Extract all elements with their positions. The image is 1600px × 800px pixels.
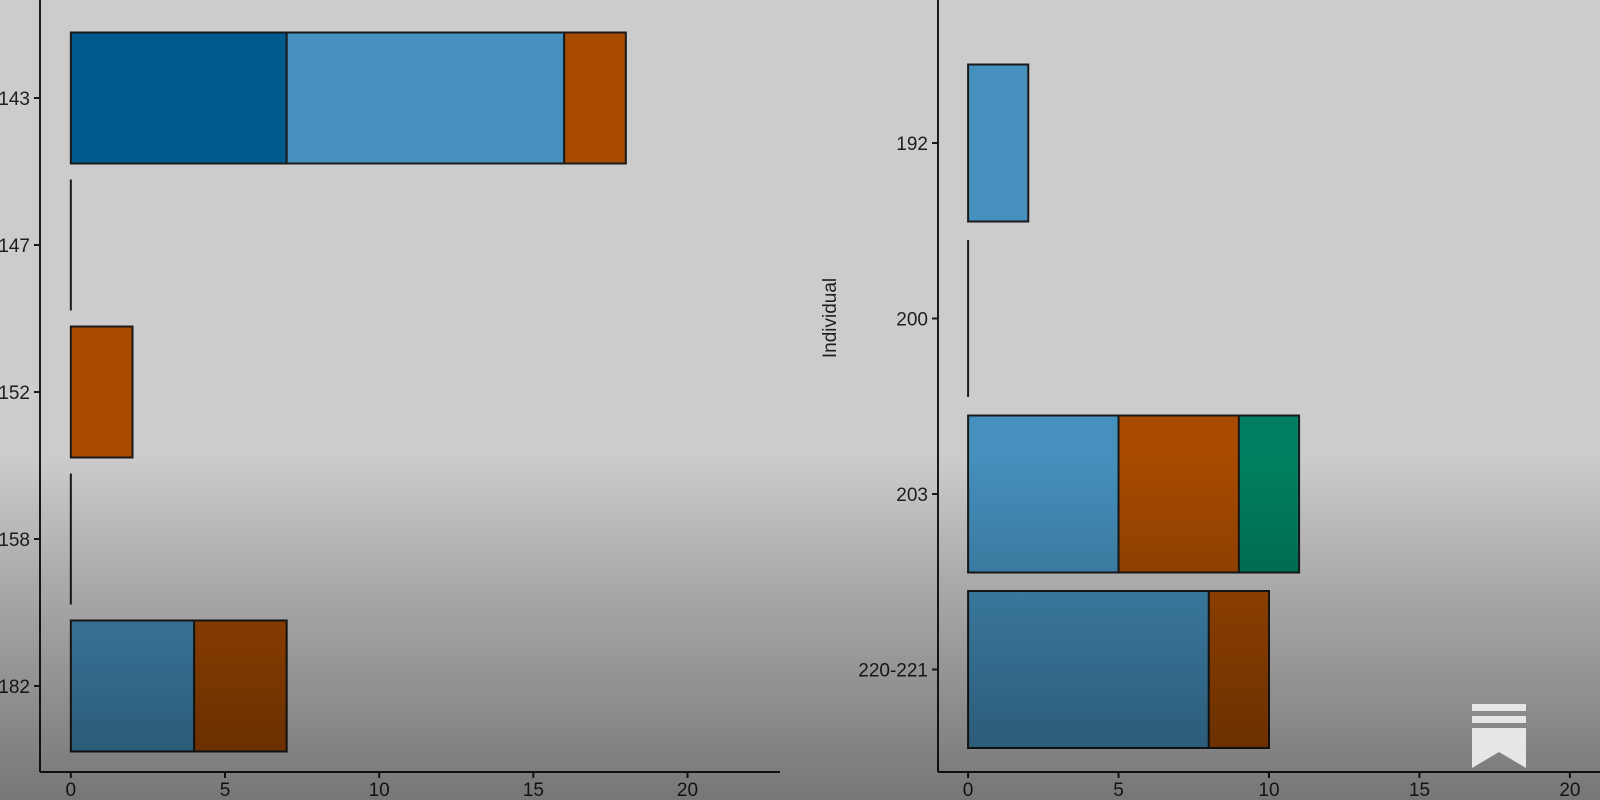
bar-segment — [285, 31, 566, 165]
bar-segment — [1207, 590, 1271, 749]
y-tick-label: 152 — [0, 383, 30, 404]
bar-segment — [69, 31, 288, 165]
bar-segment — [967, 414, 1120, 574]
bar-segment — [1237, 414, 1301, 574]
x-tick-label: 15 — [523, 780, 544, 800]
x-tick-label: 0 — [963, 780, 974, 800]
bar-segment — [69, 619, 196, 753]
y-axis-title: Individual — [820, 278, 841, 358]
x-tick-label: 20 — [677, 780, 698, 800]
x-tick-label: 5 — [220, 780, 231, 800]
x-tick-label: 10 — [1258, 780, 1279, 800]
bookmark-stack-icon — [1470, 704, 1528, 775]
bar-segment — [967, 63, 1030, 223]
chart-panel-left: 0 5 10 15 20 143 147 152 158 182 — [0, 0, 780, 800]
bar-segment — [967, 590, 1210, 749]
x-tick-label: 20 — [1559, 780, 1580, 800]
bar-segment — [1117, 414, 1240, 574]
y-tick-label: 158 — [0, 530, 30, 551]
y-tick-label: 143 — [0, 89, 30, 110]
y-tick-label: 203 — [896, 485, 928, 506]
y-tick-label: 147 — [0, 236, 30, 257]
y-tick-label: 192 — [896, 134, 928, 155]
x-tick-label: 0 — [66, 780, 77, 800]
bar-segment — [69, 325, 134, 459]
x-tick-label: 15 — [1409, 780, 1430, 800]
x-tick-label: 10 — [369, 780, 390, 800]
y-tick-label: 182 — [0, 677, 30, 698]
chart-panel-right: Individual 0 5 10 15 20 192 200 203 220-221 — [820, 0, 1600, 800]
bar-segment — [563, 31, 627, 165]
bar-segment — [193, 619, 288, 753]
y-tick-label: 200 — [896, 310, 928, 331]
y-tick-label: 220-221 — [858, 661, 928, 682]
x-tick-label: 5 — [1113, 780, 1124, 800]
